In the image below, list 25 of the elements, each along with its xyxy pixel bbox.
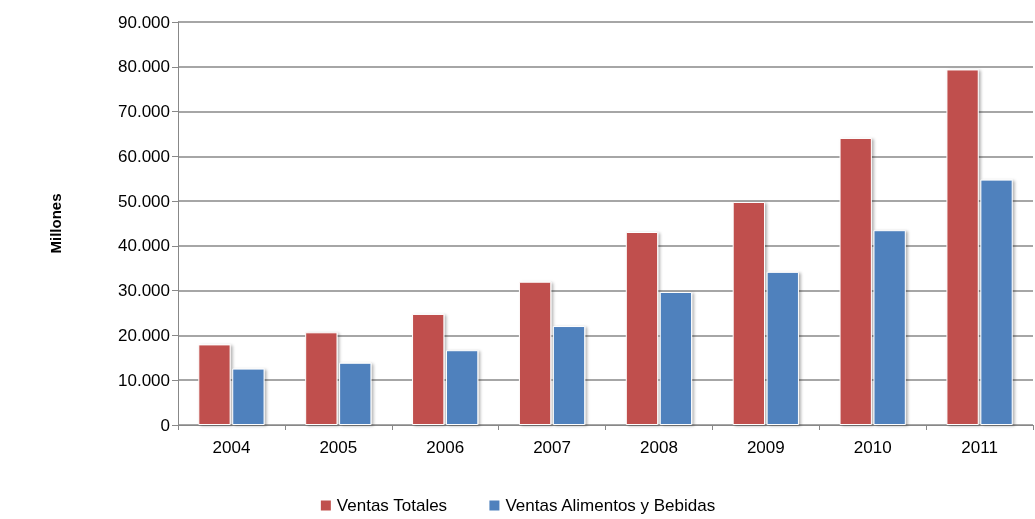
y-tick-label: 20.000 (118, 325, 170, 345)
x-tick-label: 2009 (746, 438, 785, 457)
bar (518, 281, 552, 425)
x-tick-label: 2006 (426, 438, 465, 457)
y-axis-title: Millones (47, 193, 64, 254)
x-tick-label: 2004 (212, 438, 251, 457)
y-tick-label: 50.000 (118, 191, 170, 211)
bar (659, 292, 693, 425)
x-tick-label: 2007 (533, 438, 571, 457)
y-tick-label: 60.000 (118, 146, 170, 166)
x-tick-label: 2011 (961, 438, 998, 457)
bar (625, 232, 659, 425)
x-tick-label: 2008 (640, 438, 678, 457)
legend-label: Ventas Totales (336, 496, 448, 515)
y-tick-label: 30.000 (118, 281, 170, 301)
y-tick-label: 40.000 (118, 236, 170, 256)
legend-label: Ventas Alimentos y Bebidas (505, 496, 716, 515)
y-tick-label: 80.000 (118, 57, 170, 77)
x-tick-label: 2010 (853, 438, 892, 457)
y-tick-label: 0 (160, 415, 170, 435)
y-tick-label: 70.000 (118, 102, 170, 122)
y-tick-label: 10.000 (118, 370, 170, 390)
y-tick-label: 90.000 (118, 12, 170, 32)
bar (552, 326, 586, 425)
x-tick-label: 2005 (319, 438, 358, 457)
